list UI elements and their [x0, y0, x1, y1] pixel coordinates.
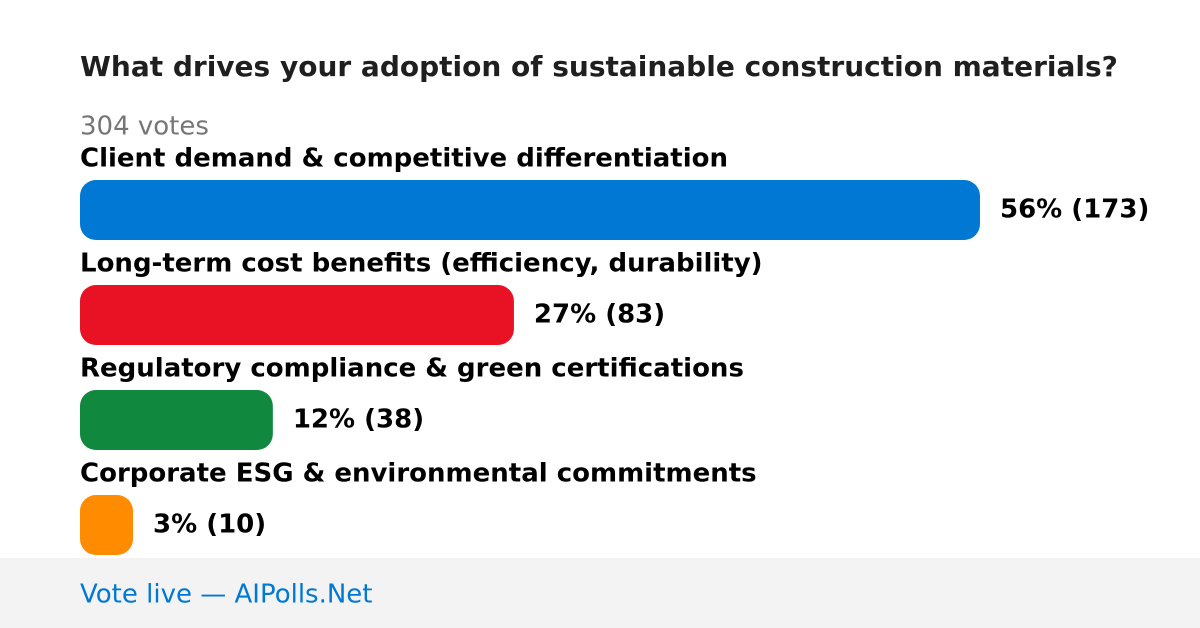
footer-link[interactable]: Vote live — AIPolls.Net — [80, 580, 373, 610]
option-label: Regulatory compliance & green certificat… — [80, 354, 744, 384]
bar — [80, 390, 273, 450]
bar — [80, 495, 133, 555]
footer-bar — [0, 558, 1200, 628]
value-label: 3% (10) — [153, 510, 266, 540]
option-label: Long-term cost benefits (efficiency, dur… — [80, 249, 763, 279]
chart-title: What drives your adoption of sustainable… — [80, 50, 1118, 83]
vote-count: 304 votes — [80, 112, 209, 142]
value-label: 56% (173) — [1000, 195, 1149, 225]
value-label: 12% (38) — [293, 405, 424, 435]
option-label: Corporate ESG & environmental commitment… — [80, 459, 757, 489]
option-label: Client demand & competitive differentiat… — [80, 144, 728, 174]
value-label: 27% (83) — [534, 300, 665, 330]
bar — [80, 285, 514, 345]
bar — [80, 180, 980, 240]
